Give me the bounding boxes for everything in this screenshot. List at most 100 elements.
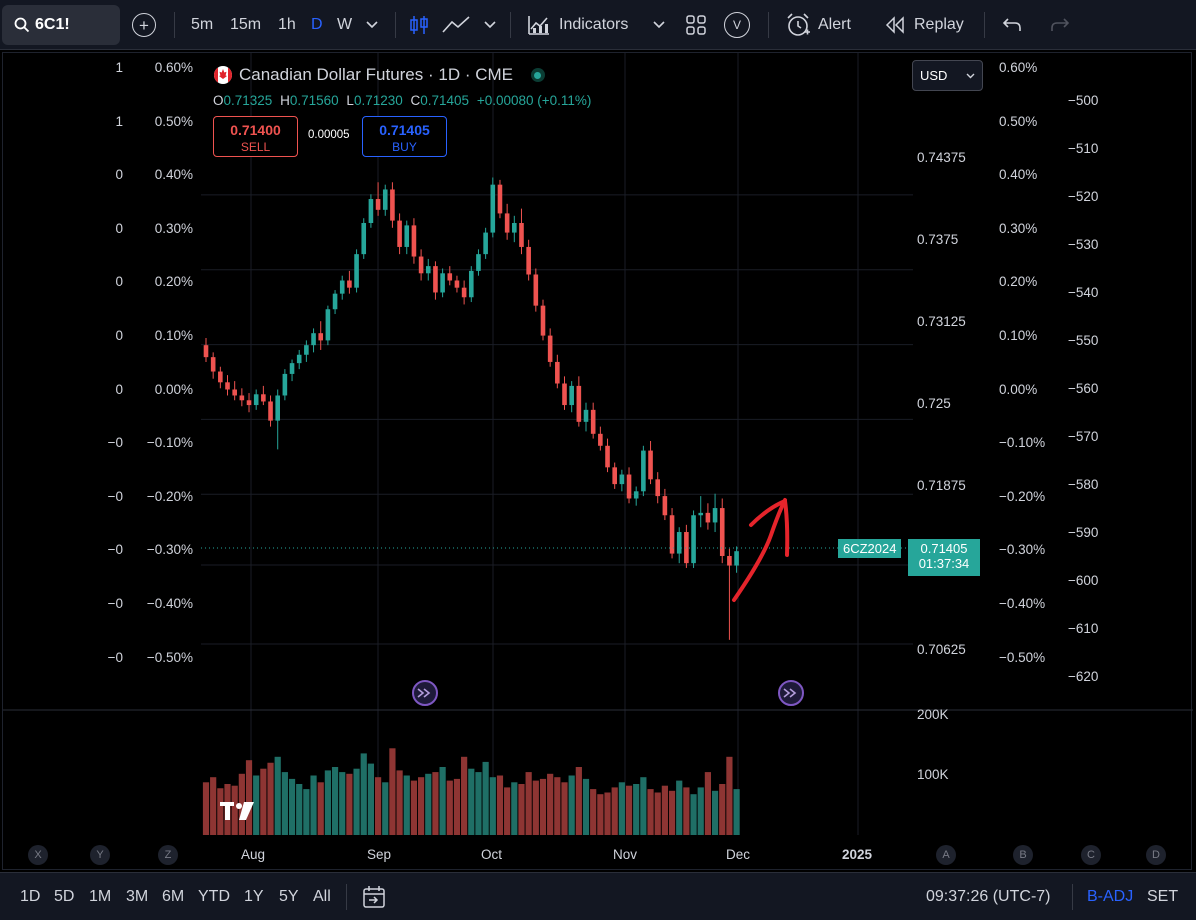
candle-body: [311, 333, 316, 346]
range-button[interactable]: 1Y: [244, 888, 264, 905]
symbol-search-button[interactable]: 6C1!: [2, 5, 120, 45]
candle-body: [526, 246, 531, 275]
redo-button[interactable]: [1050, 0, 1070, 50]
b-adj-label: B-ADJ: [1087, 888, 1134, 905]
candle-body: [562, 383, 567, 406]
range-button[interactable]: All: [313, 888, 331, 905]
candle-body: [641, 450, 646, 492]
candle-body: [655, 479, 661, 497]
clock-timezone[interactable]: 09:37:26 (UTC-7): [926, 873, 1051, 920]
tradingview-logo: [220, 802, 254, 820]
left-scale-a-tick: −0: [107, 435, 123, 451]
buy-button[interactable]: 0.71405 BUY: [362, 116, 447, 157]
interval-15m[interactable]: 15m: [230, 0, 261, 50]
volume-bar: [661, 785, 668, 835]
candle-body: [590, 409, 596, 434]
volume-bar: [625, 785, 633, 835]
range-button[interactable]: 6M: [162, 888, 185, 905]
range-button[interactable]: 5Y: [279, 888, 299, 905]
axis-letter-button[interactable]: B: [1013, 845, 1033, 865]
chart-legend-title[interactable]: Canadian Dollar Futures · 1D · CME: [213, 65, 545, 85]
replay-icon: [885, 16, 904, 34]
right-pct-tick: −0.40%: [999, 596, 1046, 611]
candle-body: [676, 532, 682, 554]
drawing-line-button[interactable]: [441, 0, 471, 50]
interval-5m[interactable]: 5m: [191, 0, 213, 50]
currency-label: USD: [920, 68, 948, 83]
alert-button[interactable]: Alert: [785, 0, 851, 50]
volume-bar: [202, 782, 210, 835]
candle-body: [375, 199, 381, 210]
left-scale-a-tick: 0: [115, 328, 123, 343]
indicators-icon: [528, 16, 549, 35]
market-status-icon: [530, 68, 545, 82]
interval-dropdown[interactable]: [366, 0, 378, 50]
volume-bar: [324, 770, 331, 835]
chart-canvas[interactable]: [3, 53, 1193, 871]
chart-pane[interactable]: Canadian Dollar Futures · 1D · CME O0.71…: [2, 52, 1193, 871]
time-axis-tick: Dec: [726, 847, 751, 862]
axis-letter-button[interactable]: X: [28, 845, 48, 865]
candle-body: [433, 266, 438, 293]
indicators-button[interactable]: Indicators: [527, 0, 628, 50]
range-button[interactable]: 1D: [20, 888, 41, 905]
far-right-scale-tick: −560: [1068, 381, 1099, 396]
alarm-clock-icon: [787, 13, 810, 36]
undo-button[interactable]: [1002, 0, 1022, 50]
right-pct-tick: 0.10%: [999, 328, 1038, 343]
set-button[interactable]: SET: [1147, 873, 1178, 920]
replay-button[interactable]: Replay: [884, 0, 964, 50]
red-arrow-annotation[interactable]: [732, 498, 790, 602]
volume-bar: [590, 789, 597, 835]
currency-select[interactable]: USD: [912, 60, 983, 91]
chart-type-button[interactable]: [408, 0, 430, 50]
jump-button-right[interactable]: [778, 680, 804, 706]
candle-body: [727, 555, 732, 566]
volume-bar: [482, 761, 489, 835]
far-right-scale-tick: −620: [1068, 669, 1099, 684]
line-type-dropdown[interactable]: [484, 0, 496, 50]
candle-body: [382, 189, 388, 210]
right-pct-tick: 0.60%: [999, 60, 1038, 75]
calendar-goto-icon: [363, 886, 385, 908]
candle-body: [576, 385, 582, 422]
buy-label: BUY: [392, 140, 417, 154]
interval-d[interactable]: D: [311, 0, 323, 50]
candle-body: [476, 254, 481, 271]
range-button[interactable]: 5D: [54, 888, 75, 905]
volume-bar: [374, 777, 382, 835]
axis-letter-button[interactable]: D: [1146, 845, 1166, 865]
axis-letter-button[interactable]: A: [936, 845, 956, 865]
time-axis-tick: Sep: [367, 847, 392, 862]
layout-button[interactable]: [685, 0, 707, 50]
axis-letter-button[interactable]: Z: [158, 845, 178, 865]
volume-bar: [726, 756, 733, 835]
date-range-button[interactable]: [362, 873, 388, 920]
sell-button[interactable]: 0.71400 SELL: [213, 116, 298, 157]
b-adj-button[interactable]: B-ADJ: [1087, 873, 1133, 920]
range-button[interactable]: YTD: [198, 888, 230, 905]
interval-w[interactable]: W: [337, 0, 352, 50]
candle-body: [261, 394, 266, 402]
price-scale-tick: 0.7375: [917, 232, 959, 247]
range-button[interactable]: 1M: [89, 888, 112, 905]
axis-letter-button[interactable]: Y: [90, 845, 110, 865]
axis-letter-button[interactable]: C: [1081, 845, 1101, 865]
candle-body: [347, 280, 352, 288]
volume-bar: [317, 782, 324, 835]
symbol-badge: 6CZ2024: [838, 539, 902, 558]
range-button[interactable]: 3M: [126, 888, 149, 905]
symbol-label: 6C1!: [35, 16, 70, 33]
right-pct-tick: −0.10%: [999, 435, 1046, 451]
indicators-dropdown[interactable]: [653, 0, 665, 50]
jump-button-left[interactable]: [412, 680, 438, 706]
candle-body: [569, 385, 574, 406]
candle-body: [626, 474, 632, 499]
volume-bar: [496, 775, 504, 835]
left-scale-pct-tick: −0.10%: [146, 435, 193, 451]
candle-body: [633, 491, 639, 499]
far-right-scale-tick: −610: [1068, 621, 1099, 636]
compare-symbol-button[interactable]: +: [132, 0, 156, 50]
interval-1h[interactable]: 1h: [278, 0, 296, 50]
v-button[interactable]: V: [724, 0, 750, 50]
